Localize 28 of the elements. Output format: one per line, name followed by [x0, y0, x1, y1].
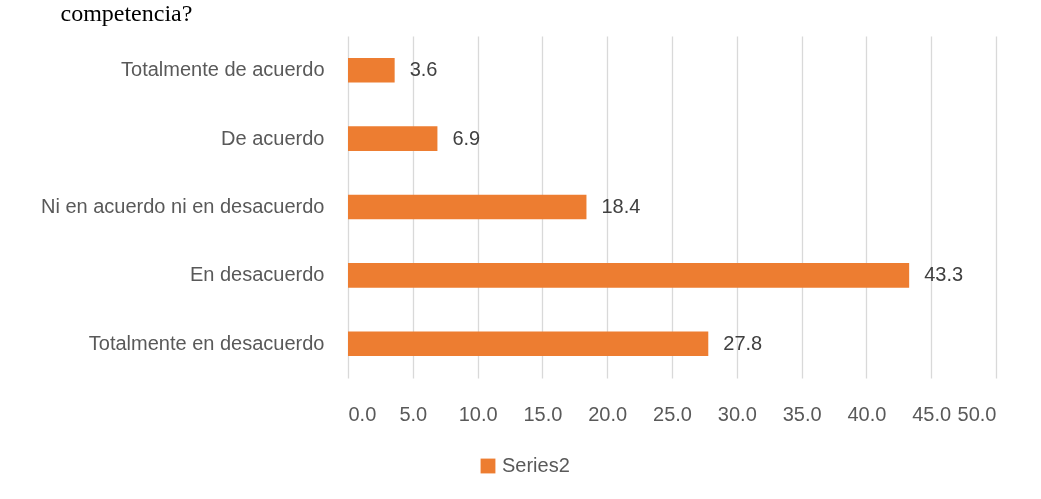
x-tick-label: 10.0: [458, 402, 498, 425]
text: competencia?: [60, 0, 193, 26]
bar: [348, 263, 910, 288]
x-tick-label: 50.0: [957, 402, 997, 425]
bar: [348, 57, 395, 83]
x-tick-label: 0.0: [348, 402, 377, 425]
y-tick-label: En desacuerdo: [189, 263, 325, 286]
legend-label: Series2: [502, 454, 570, 476]
bar: [348, 331, 709, 357]
data-label: 18.4: [601, 195, 641, 217]
bar: [348, 126, 438, 151]
data-label: 27.8: [723, 331, 763, 354]
data-label: 6.9: [452, 126, 481, 149]
bar: [348, 194, 587, 220]
y-tick-label: Totalmente de acuerdo: [121, 58, 325, 81]
data-label: 43.3: [924, 263, 964, 286]
y-tick-label: Totalmente en desacuerdo: [88, 331, 325, 354]
x-tick-label: 5.0: [399, 402, 428, 425]
x-tick-label: 20.0: [588, 402, 628, 425]
y-tick-label: Ni en acuerdo ni en desacuerdo: [40, 195, 325, 217]
x-tick-label: 15.0: [523, 402, 563, 425]
data-label: 3.6: [409, 58, 438, 81]
x-tick-label: 40.0: [847, 402, 887, 425]
x-tick-label: 30.0: [717, 402, 757, 425]
x-tick-label: 45.0: [912, 402, 952, 425]
y-tick-label: De acuerdo: [221, 126, 325, 149]
x-tick-label: 35.0: [782, 402, 822, 425]
x-tick-label: 25.0: [653, 402, 692, 425]
